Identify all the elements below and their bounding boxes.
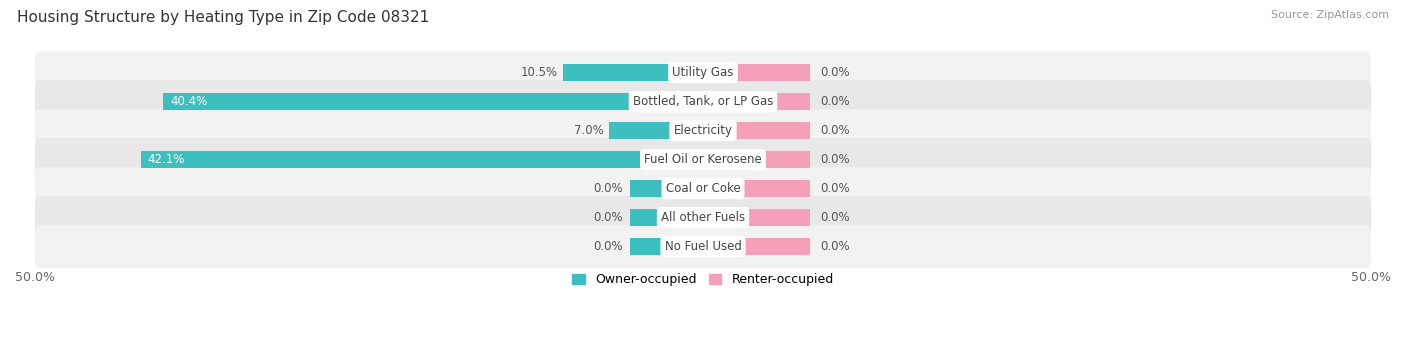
FancyBboxPatch shape xyxy=(35,51,1371,94)
Text: Source: ZipAtlas.com: Source: ZipAtlas.com xyxy=(1271,10,1389,20)
Bar xyxy=(703,64,810,81)
Text: 0.0%: 0.0% xyxy=(593,182,623,195)
Text: Fuel Oil or Kerosene: Fuel Oil or Kerosene xyxy=(644,153,762,166)
Text: Electricity: Electricity xyxy=(673,124,733,137)
Text: Housing Structure by Heating Type in Zip Code 08321: Housing Structure by Heating Type in Zip… xyxy=(17,10,429,25)
Text: 0.0%: 0.0% xyxy=(821,240,851,253)
Bar xyxy=(703,122,810,139)
Text: 7.0%: 7.0% xyxy=(575,124,605,137)
Text: 0.0%: 0.0% xyxy=(593,211,623,224)
Bar xyxy=(141,151,703,168)
Bar xyxy=(609,122,703,139)
Legend: Owner-occupied, Renter-occupied: Owner-occupied, Renter-occupied xyxy=(568,268,838,292)
Bar xyxy=(562,64,703,81)
Bar xyxy=(703,238,810,255)
FancyBboxPatch shape xyxy=(35,167,1371,210)
Text: Utility Gas: Utility Gas xyxy=(672,66,734,79)
Bar xyxy=(703,93,810,110)
Bar xyxy=(630,238,703,255)
Bar xyxy=(630,180,703,197)
Bar xyxy=(703,151,810,168)
FancyBboxPatch shape xyxy=(35,109,1371,152)
Text: 40.4%: 40.4% xyxy=(170,95,207,108)
Text: 0.0%: 0.0% xyxy=(821,182,851,195)
Text: Coal or Coke: Coal or Coke xyxy=(665,182,741,195)
Text: 0.0%: 0.0% xyxy=(821,153,851,166)
FancyBboxPatch shape xyxy=(35,196,1371,239)
FancyBboxPatch shape xyxy=(35,80,1371,123)
FancyBboxPatch shape xyxy=(35,225,1371,268)
Text: 10.5%: 10.5% xyxy=(520,66,557,79)
Bar xyxy=(703,180,810,197)
Text: All other Fuels: All other Fuels xyxy=(661,211,745,224)
Bar xyxy=(630,209,703,226)
Text: 0.0%: 0.0% xyxy=(593,240,623,253)
Text: 0.0%: 0.0% xyxy=(821,66,851,79)
Bar xyxy=(703,209,810,226)
Text: 0.0%: 0.0% xyxy=(821,211,851,224)
Text: 0.0%: 0.0% xyxy=(821,95,851,108)
Text: No Fuel Used: No Fuel Used xyxy=(665,240,741,253)
Text: 0.0%: 0.0% xyxy=(821,124,851,137)
Text: Bottled, Tank, or LP Gas: Bottled, Tank, or LP Gas xyxy=(633,95,773,108)
Text: 42.1%: 42.1% xyxy=(148,153,184,166)
FancyBboxPatch shape xyxy=(35,138,1371,181)
Bar xyxy=(163,93,703,110)
